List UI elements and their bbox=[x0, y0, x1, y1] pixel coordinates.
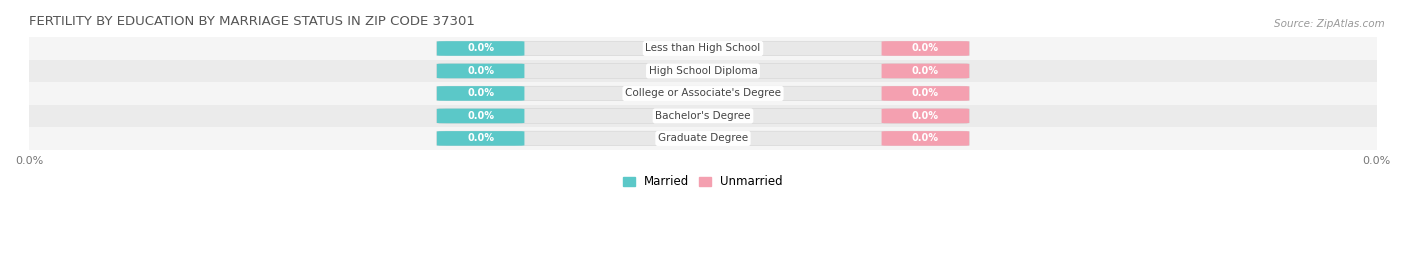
Text: Bachelor's Degree: Bachelor's Degree bbox=[655, 111, 751, 121]
Text: 0.0%: 0.0% bbox=[912, 88, 939, 98]
FancyBboxPatch shape bbox=[437, 131, 524, 146]
FancyBboxPatch shape bbox=[437, 64, 969, 78]
Text: 0.0%: 0.0% bbox=[467, 88, 494, 98]
Text: College or Associate's Degree: College or Associate's Degree bbox=[626, 88, 780, 98]
Text: Less than High School: Less than High School bbox=[645, 43, 761, 54]
FancyBboxPatch shape bbox=[437, 109, 969, 123]
FancyBboxPatch shape bbox=[437, 64, 524, 78]
Text: 0.0%: 0.0% bbox=[467, 66, 494, 76]
Text: FERTILITY BY EDUCATION BY MARRIAGE STATUS IN ZIP CODE 37301: FERTILITY BY EDUCATION BY MARRIAGE STATU… bbox=[30, 15, 475, 28]
FancyBboxPatch shape bbox=[437, 41, 524, 56]
Text: 0.0%: 0.0% bbox=[467, 111, 494, 121]
FancyBboxPatch shape bbox=[30, 105, 1376, 127]
FancyBboxPatch shape bbox=[882, 86, 969, 101]
Legend: Married, Unmarried: Married, Unmarried bbox=[619, 171, 787, 193]
Text: 0.0%: 0.0% bbox=[912, 43, 939, 54]
FancyBboxPatch shape bbox=[882, 41, 969, 56]
Text: 0.0%: 0.0% bbox=[467, 43, 494, 54]
Text: 0.0%: 0.0% bbox=[912, 133, 939, 143]
FancyBboxPatch shape bbox=[30, 60, 1376, 82]
FancyBboxPatch shape bbox=[437, 41, 969, 56]
FancyBboxPatch shape bbox=[437, 86, 524, 101]
FancyBboxPatch shape bbox=[882, 131, 969, 146]
FancyBboxPatch shape bbox=[882, 109, 969, 123]
FancyBboxPatch shape bbox=[437, 131, 969, 146]
Text: 0.0%: 0.0% bbox=[912, 66, 939, 76]
Text: Source: ZipAtlas.com: Source: ZipAtlas.com bbox=[1274, 19, 1385, 29]
FancyBboxPatch shape bbox=[30, 127, 1376, 150]
Text: 0.0%: 0.0% bbox=[912, 111, 939, 121]
Text: Graduate Degree: Graduate Degree bbox=[658, 133, 748, 143]
FancyBboxPatch shape bbox=[437, 86, 969, 101]
FancyBboxPatch shape bbox=[437, 109, 524, 123]
FancyBboxPatch shape bbox=[30, 82, 1376, 105]
Text: High School Diploma: High School Diploma bbox=[648, 66, 758, 76]
FancyBboxPatch shape bbox=[882, 64, 969, 78]
FancyBboxPatch shape bbox=[30, 37, 1376, 60]
Text: 0.0%: 0.0% bbox=[467, 133, 494, 143]
